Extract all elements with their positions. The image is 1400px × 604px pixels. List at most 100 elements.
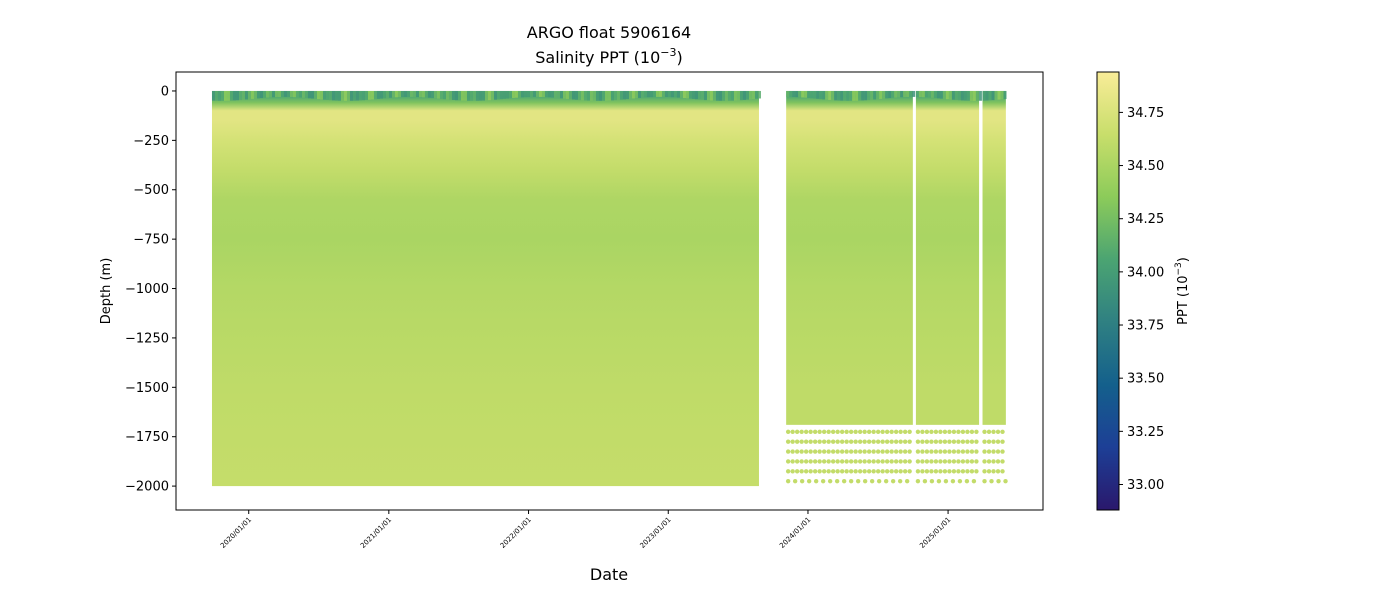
deep-sample-point [982, 478, 987, 484]
surface-cell [223, 90, 227, 101]
deep-sample-point [826, 429, 831, 434]
surface-cell [232, 90, 236, 101]
surface-cell [439, 90, 443, 99]
surface-cell [211, 90, 215, 101]
deep-sample-point [794, 469, 800, 474]
deep-sample-point [857, 449, 863, 454]
surface-cell [493, 90, 497, 100]
surface-cell [559, 90, 563, 99]
deep-sample-point [817, 439, 822, 444]
surface-cell [592, 90, 596, 101]
surface-cell [640, 90, 644, 98]
deep-sample-point [893, 459, 899, 464]
deep-sample-point [942, 469, 948, 474]
deep-sample-point [942, 439, 948, 444]
deep-sample-point [875, 449, 881, 454]
deep-sample-point [808, 469, 813, 474]
deep-sample-point [794, 439, 800, 444]
deep-sample-point [848, 449, 854, 454]
deep-sample-point [821, 449, 827, 454]
y-tick-label: −250 [133, 134, 169, 149]
surface-cell [244, 90, 248, 100]
surface-cell [736, 90, 740, 101]
deep-sample-point [991, 449, 996, 454]
surface-cell [664, 90, 668, 97]
surface-cell [864, 90, 868, 101]
deep-sample-point [964, 478, 970, 484]
deep-sample-point [974, 449, 979, 454]
colorbar-tick-label: 33.25 [1127, 425, 1164, 440]
deep-sample-point [790, 439, 795, 444]
surface-cell [316, 90, 320, 100]
deep-sample-point [830, 449, 836, 454]
deep-sample-point [790, 469, 795, 474]
deep-sample-point [785, 469, 791, 474]
surface-cell [412, 90, 416, 97]
deep-sample-point [907, 439, 912, 444]
surface-cell [391, 90, 395, 98]
deep-sample-point [942, 459, 948, 464]
x-axis-label: Date [590, 565, 628, 584]
deep-sample-point [1000, 439, 1005, 444]
colorbar-axis: 33.00 33.25 33.50 33.75 34.00 34.25 34.50 34.75 [1119, 106, 1164, 493]
surface-cell [1000, 90, 1004, 100]
deep-sample-point [890, 478, 896, 484]
surface-cell [577, 90, 581, 101]
surface-cell [229, 90, 233, 101]
surface-cell [361, 90, 365, 101]
deep-sample-point [991, 469, 996, 474]
deep-sample-point [989, 478, 994, 484]
surface-cell [703, 90, 707, 101]
surface-cell [994, 90, 998, 100]
deep-sample-point [982, 459, 987, 464]
surface-cell [565, 90, 569, 99]
surface-cell [478, 90, 482, 101]
surface-cell [906, 90, 910, 97]
deep-sample-point [965, 469, 970, 474]
surface-cell [421, 90, 425, 98]
surface-cell [613, 90, 617, 101]
surface-cell [403, 90, 407, 97]
surface-cell [307, 90, 311, 99]
surface-cell [801, 90, 805, 98]
deep-sample-point [995, 449, 1001, 454]
surface-cell [960, 90, 964, 101]
surface-cell [682, 90, 686, 99]
surface-cell [882, 90, 886, 99]
surface-cell [861, 90, 865, 101]
deep-sample-point [956, 469, 961, 474]
deep-sample-point [866, 429, 872, 434]
surface-cell [334, 90, 338, 101]
deep-sample-point [866, 449, 872, 454]
surface-cell [601, 90, 605, 101]
surface-cell [909, 90, 913, 97]
deep-sample-point [974, 459, 979, 464]
deep-sample-point [827, 478, 833, 484]
surface-cell [457, 90, 461, 101]
deep-sample-point [869, 478, 875, 484]
surface-cell [807, 90, 811, 98]
surface-cell [945, 90, 949, 100]
surface-cell [241, 90, 245, 100]
deep-sample-point [951, 469, 957, 474]
surface-cell [694, 90, 698, 100]
surface-cell [673, 90, 677, 98]
deep-sample-point [871, 429, 876, 434]
colorbar-tick-label: 34.00 [1127, 265, 1164, 280]
deep-sample-point [991, 429, 996, 434]
surface-cell [975, 90, 979, 101]
colorbar-tick-label: 34.50 [1127, 159, 1164, 174]
deep-sample-point [884, 439, 890, 444]
surface-cell [876, 90, 880, 100]
deep-sample-point [995, 439, 1001, 444]
surface-cell [697, 90, 701, 100]
surface-cell [283, 90, 287, 97]
surface-cell [544, 90, 548, 98]
surface-cell [250, 90, 254, 99]
surface-cell [568, 90, 572, 100]
surface-cell [688, 90, 692, 99]
y-axis-label: Depth (m) [99, 258, 114, 325]
surface-cell [445, 90, 449, 100]
deep-sample-point [947, 459, 952, 464]
surface-cell [933, 90, 937, 99]
